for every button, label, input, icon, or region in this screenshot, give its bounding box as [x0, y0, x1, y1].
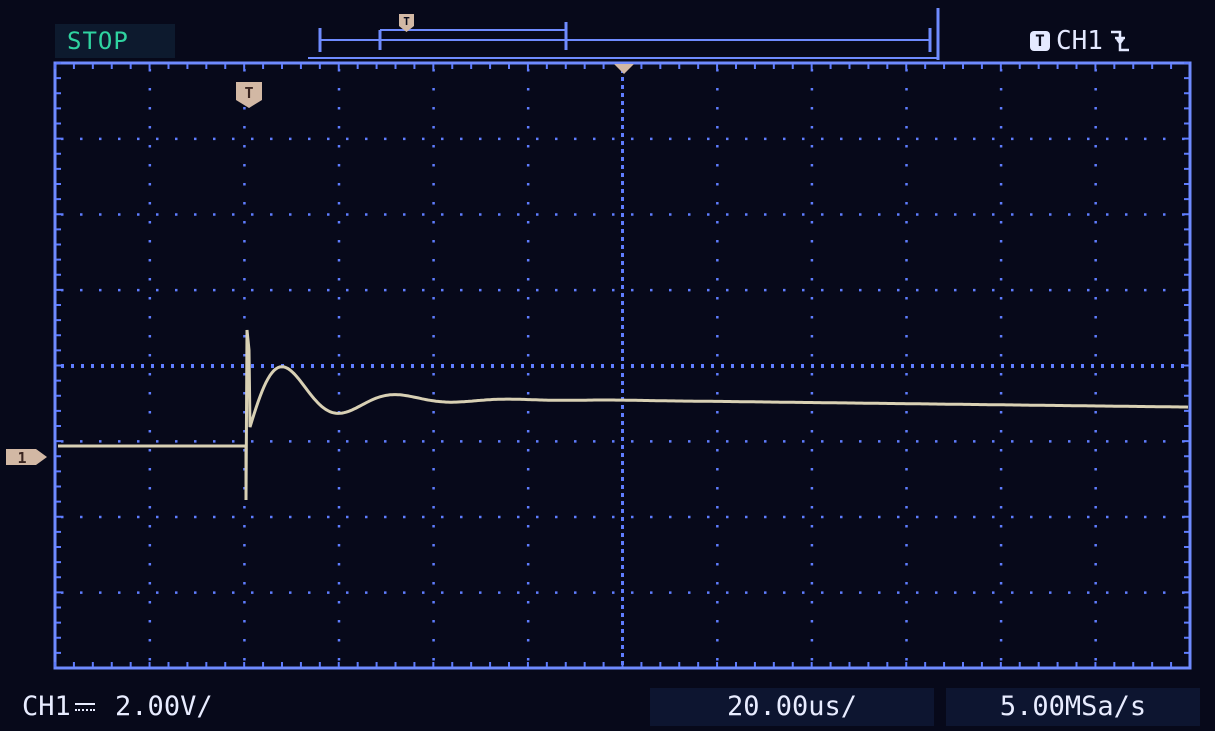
trigger-badge-icon: T — [1030, 31, 1050, 51]
sample-rate-readout: 5.00MSa/s — [946, 688, 1200, 726]
memory-position-bar[interactable] — [308, 8, 940, 60]
graticule-grid — [54, 62, 1189, 667]
graticule-frame — [53, 61, 1192, 670]
trigger-position-marker-label: T — [244, 84, 253, 102]
trigger-source-label: CH1 — [1056, 26, 1103, 56]
run-state-indicator[interactable]: STOP — [55, 24, 175, 58]
trigger-info[interactable]: T CH1 — [1030, 26, 1131, 56]
channel1-offset-marker-label: 1 — [17, 449, 26, 467]
sample-rate-value: 5.00MSa/s — [999, 691, 1147, 722]
svg-text:T: T — [403, 15, 410, 28]
horizontal-center-marker-icon — [614, 64, 634, 74]
horizontal-scale-value: 20.00us/ — [726, 691, 858, 722]
falling-edge-icon — [1110, 30, 1129, 52]
memory-trigger-marker-icon: T — [399, 14, 414, 32]
dc-coupling-icon — [73, 699, 99, 717]
timebase-readout[interactable]: 20.00us/ — [650, 688, 934, 726]
trigger-position-marker-icon[interactable]: T — [236, 82, 262, 108]
vertical-scale-value: 2.00V/ — [115, 691, 213, 722]
channel-scale-readout[interactable]: CH1 2.00V/ — [22, 688, 292, 726]
channel1-offset-marker-icon[interactable]: 1 — [6, 449, 47, 467]
ch1-waveform-trace — [58, 329, 1189, 501]
channel-label: CH1 — [22, 691, 71, 722]
